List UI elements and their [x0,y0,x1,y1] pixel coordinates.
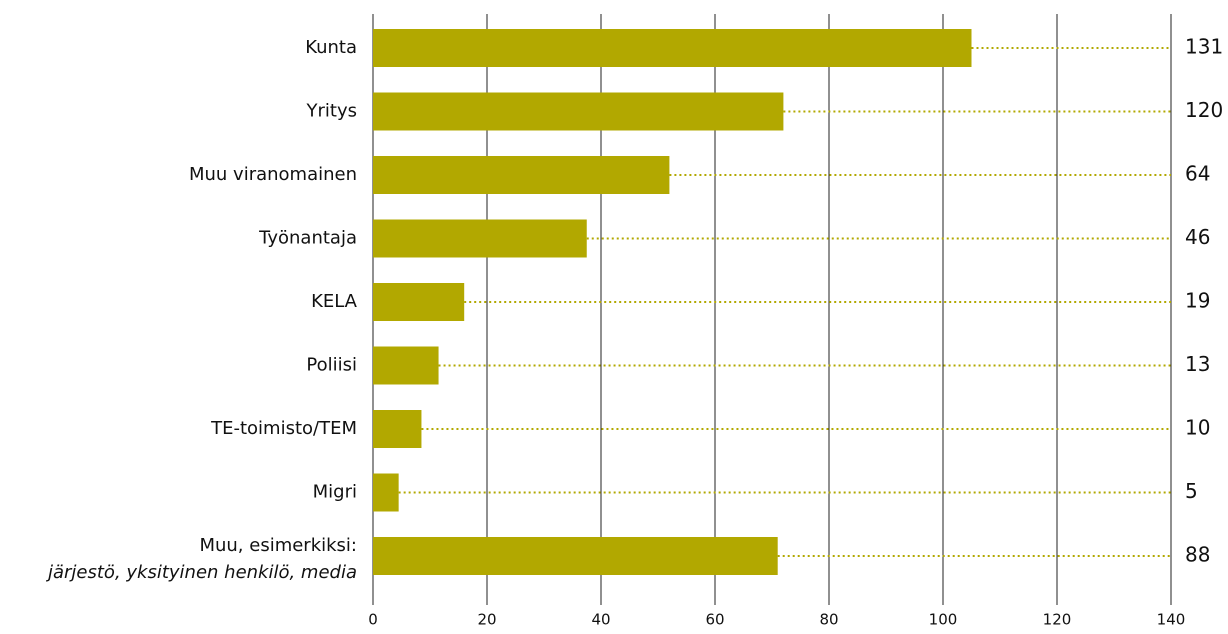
bar [373,219,587,258]
total-label: 88 [1185,543,1210,567]
x-tick-label: 100 [929,611,958,629]
total-label: 46 [1185,225,1210,249]
bar [373,283,465,321]
category-note: järjestö, yksityinen henkilö, media [45,562,357,583]
bar [373,346,439,385]
category-label: Muu, esimerkiksi: [199,535,357,556]
category-label: Kunta [305,37,357,58]
total-label: 13 [1185,352,1210,376]
x-tick-label: 40 [591,611,610,629]
category-label: Yritys [306,101,357,122]
x-tick-label: 120 [1043,611,1072,629]
total-label: 19 [1185,289,1210,313]
category-label: Poliisi [306,355,357,376]
bar [373,473,399,512]
x-tick-label: 60 [705,611,724,629]
total-label: 64 [1185,162,1210,186]
x-tick-label: 80 [819,611,838,629]
total-label: 10 [1185,416,1210,440]
category-label: KELA [311,291,358,312]
bar [373,537,778,575]
category-label: Muu viranomainen [189,164,357,185]
x-tick-label: 0 [368,611,378,629]
category-label: TE-toimisto/TEM [210,418,357,439]
bar [373,29,972,67]
total-label: 131 [1185,35,1223,59]
bar [373,92,784,131]
bar [373,156,670,194]
total-label: 120 [1185,98,1223,122]
x-tick-label: 20 [477,611,496,629]
category-label: Migri [313,482,357,503]
x-tick-label: 140 [1157,611,1186,629]
bar [373,410,422,448]
total-label: 5 [1185,479,1198,503]
category-label: Työnantaja [258,228,357,249]
